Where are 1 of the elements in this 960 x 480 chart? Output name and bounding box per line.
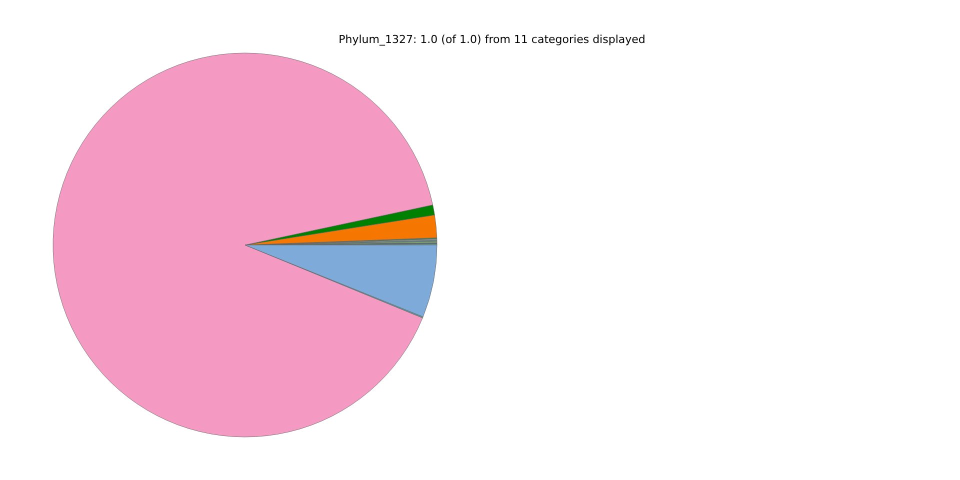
text: Phylum_1327: 1.0 (of 1.0) from 11 categories displayed [338, 33, 646, 46]
